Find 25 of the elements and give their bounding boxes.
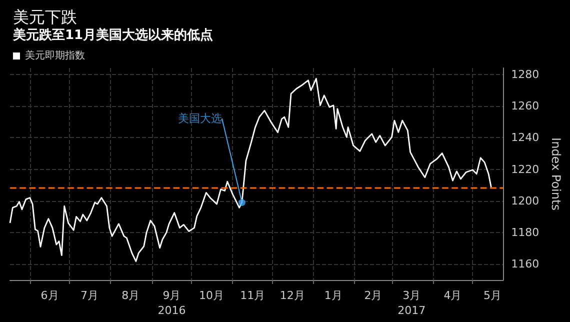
y-tick-label: 1200 — [511, 194, 540, 208]
x-tick-label: 9月 2016 — [158, 289, 186, 317]
x-tick-label: 10月 — [198, 289, 224, 302]
y-tick-label: 1280 — [511, 68, 540, 81]
x-tick-label: 4月 — [444, 289, 462, 302]
x-tick-label: 2月 — [364, 289, 382, 302]
y-tick-label: 1240 — [511, 131, 540, 144]
x-tick-label: 12月 — [280, 289, 305, 302]
legend-label: 美元即期指数 — [25, 50, 85, 62]
x-tick-label: 11月 — [240, 289, 266, 302]
x-tick-label: 1月 — [324, 289, 342, 302]
x-tick-label: 5月 — [484, 289, 502, 302]
y-tick-label: 1180 — [511, 226, 540, 240]
chart-title: 美元下跌 — [13, 8, 77, 26]
x-tick-label: 6月 — [40, 289, 59, 302]
annotation: 美国大选 — [178, 112, 222, 125]
x-tick-label: 8月 — [122, 289, 140, 302]
y-axis-title: Index Points — [549, 138, 563, 210]
line-series — [9, 78, 492, 262]
y-tick-label: 1160 — [511, 258, 540, 271]
x-tick-label: 7月 — [80, 289, 99, 302]
x-tick-label: 3月 2017 — [398, 289, 426, 317]
chart-subtitle: 美元跌至11月美国大选以来的低点 — [12, 27, 214, 43]
y-tick-label: 1260 — [511, 99, 540, 112]
y-tick-label: 1220 — [511, 162, 540, 176]
